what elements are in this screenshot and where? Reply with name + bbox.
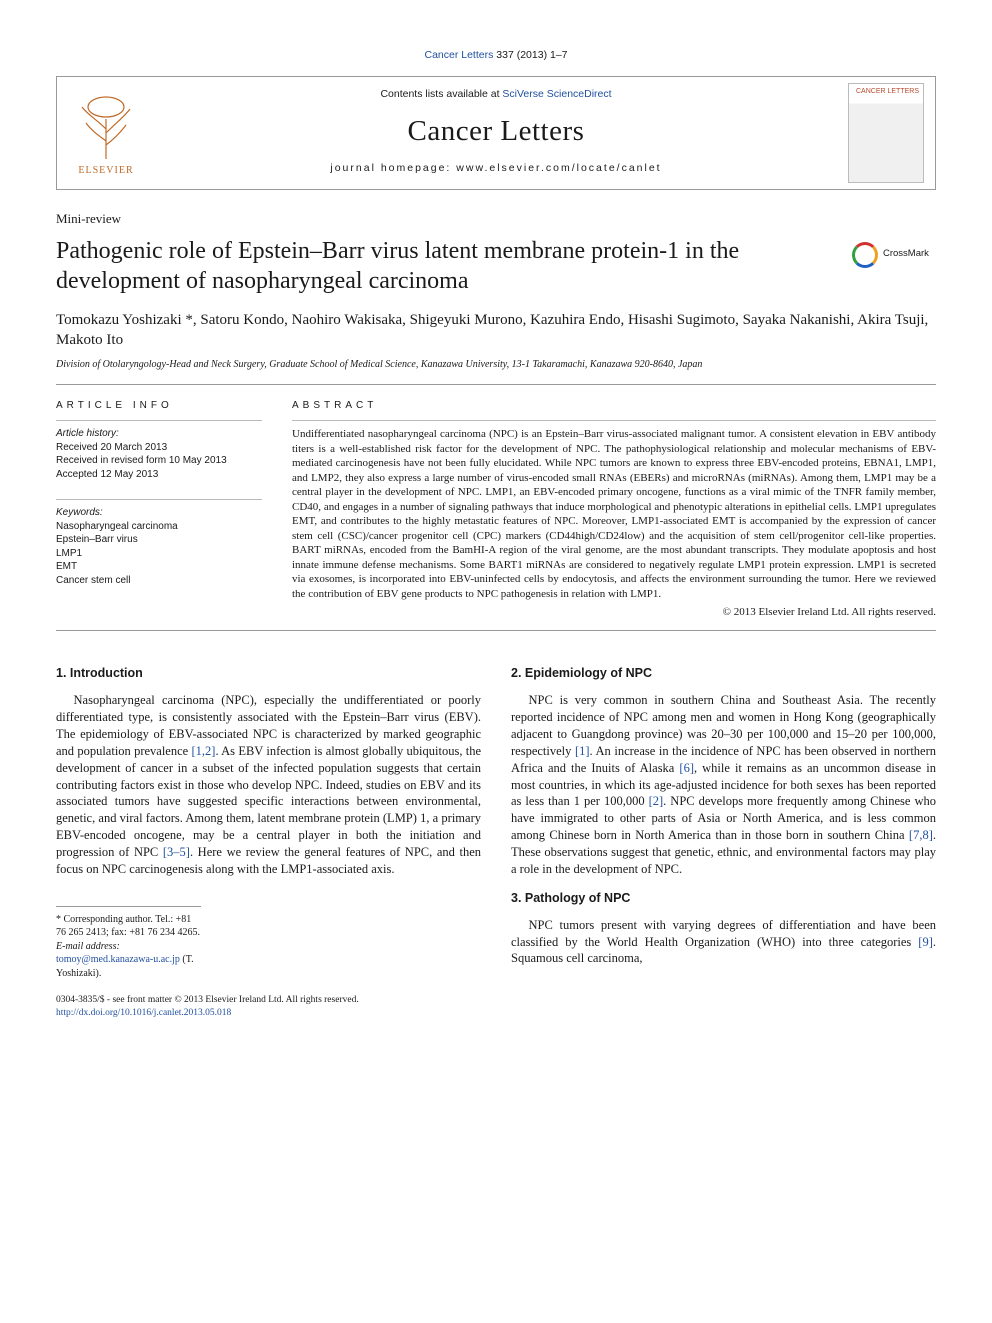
keyword: Nasopharyngeal carcinoma <box>56 520 262 534</box>
section-heading-path: 3. Pathology of NPC <box>511 890 936 907</box>
history-label: Article history: <box>56 427 262 441</box>
keyword: Cancer stem cell <box>56 574 262 588</box>
journal-cover-cell: CANCER LETTERS <box>837 77 935 189</box>
left-column: 1. Introduction Nasopharyngeal carcinoma… <box>56 665 481 1020</box>
crossmark-label: CrossMark <box>883 248 929 261</box>
epi-paragraph: NPC is very common in southern China and… <box>511 692 936 878</box>
affiliation: Division of Otolaryngology-Head and Neck… <box>56 358 936 372</box>
abstract-copyright: © 2013 Elsevier Ireland Ltd. All rights … <box>292 605 936 620</box>
journal-header-mid: Contents lists available at SciVerse Sci… <box>155 77 837 189</box>
keyword: Epstein–Barr virus <box>56 533 262 547</box>
corr-author-line: * Corresponding author. Tel.: +81 76 265… <box>56 913 201 940</box>
abstract-heading: ABSTRACT <box>292 399 936 413</box>
divider <box>56 499 262 500</box>
top-citation: Cancer Letters 337 (2013) 1–7 <box>56 48 936 62</box>
email-label: E-mail address: <box>56 941 120 952</box>
intro-paragraph: Nasopharyngeal carcinoma (NPC), especial… <box>56 692 481 878</box>
text: NPC tumors present with varying degrees … <box>511 918 936 949</box>
elsevier-tree-icon: ELSEVIER <box>66 89 146 177</box>
journal-name: Cancer Letters <box>163 112 829 151</box>
info-abstract-row: ARTICLE INFO Article history: Received 2… <box>56 399 936 621</box>
section-heading-intro: 1. Introduction <box>56 665 481 682</box>
divider <box>292 420 936 421</box>
publisher-logo-cell: ELSEVIER <box>57 77 155 189</box>
keywords-label: Keywords: <box>56 506 262 520</box>
abstract: ABSTRACT Undifferentiated nasopharyngeal… <box>292 399 936 621</box>
article-info: ARTICLE INFO Article history: Received 2… <box>56 399 262 621</box>
ref-link[interactable]: [2] <box>649 794 664 808</box>
text: . As EBV infection is almost globally ub… <box>56 744 481 859</box>
top-citation-issue: 337 (2013) 1–7 <box>496 49 567 61</box>
corresponding-footnote: * Corresponding author. Tel.: +81 76 265… <box>56 906 201 981</box>
abstract-text: Undifferentiated nasopharyngeal carcinom… <box>292 427 936 601</box>
ref-link[interactable]: [1,2] <box>191 744 215 758</box>
journal-homepage-line: journal homepage: www.elsevier.com/locat… <box>163 161 829 175</box>
ref-link[interactable]: [7,8] <box>909 828 933 842</box>
body-columns: 1. Introduction Nasopharyngeal carcinoma… <box>56 665 936 1020</box>
keyword: LMP1 <box>56 547 262 561</box>
homepage-prefix: journal homepage: <box>330 162 456 174</box>
sciencedirect-link[interactable]: SciVerse ScienceDirect <box>502 88 611 100</box>
cover-brand: CANCER LETTERS <box>856 88 919 95</box>
top-citation-link[interactable]: Cancer Letters <box>424 49 493 61</box>
divider <box>56 384 936 385</box>
history-item: Accepted 12 May 2013 <box>56 468 262 482</box>
publisher-name: ELSEVIER <box>78 165 133 176</box>
contents-line: Contents lists available at SciVerse Sci… <box>163 87 829 101</box>
article-history: Article history: Received 20 March 2013 … <box>56 427 262 481</box>
author-list: Tomokazu Yoshizaki *, Satoru Kondo, Naoh… <box>56 310 936 351</box>
legal-block: 0304-3835/$ - see front matter © 2013 El… <box>56 994 481 1020</box>
divider <box>56 630 936 631</box>
ref-link[interactable]: [1] <box>575 744 590 758</box>
ref-link[interactable]: [6] <box>679 761 694 775</box>
section-heading-epi: 2. Epidemiology of NPC <box>511 665 936 682</box>
divider <box>56 420 262 421</box>
history-item: Received in revised form 10 May 2013 <box>56 454 262 468</box>
right-column: 2. Epidemiology of NPC NPC is very commo… <box>511 665 936 1020</box>
corr-email-link[interactable]: tomoy@med.kanazawa-u.ac.jp <box>56 954 180 965</box>
path-paragraph: NPC tumors present with varying degrees … <box>511 917 936 968</box>
journal-header: ELSEVIER Contents lists available at Sci… <box>56 76 936 190</box>
article-info-heading: ARTICLE INFO <box>56 399 262 413</box>
front-matter-line: 0304-3835/$ - see front matter © 2013 El… <box>56 994 481 1007</box>
title-row: Pathogenic role of Epstein–Barr virus la… <box>56 236 936 296</box>
crossmark-badge[interactable]: CrossMark <box>852 242 936 268</box>
doi-link[interactable]: http://dx.doi.org/10.1016/j.canlet.2013.… <box>56 1008 231 1018</box>
journal-cover-thumb: CANCER LETTERS <box>848 83 924 183</box>
history-item: Received 20 March 2013 <box>56 441 262 455</box>
ref-link[interactable]: [3–5] <box>163 845 190 859</box>
keywords-block: Keywords: Nasopharyngeal carcinoma Epste… <box>56 506 262 587</box>
homepage-url[interactable]: www.elsevier.com/locate/canlet <box>456 162 661 174</box>
ref-link[interactable]: [9] <box>918 935 933 949</box>
crossmark-icon <box>852 242 878 268</box>
contents-prefix: Contents lists available at <box>380 88 502 100</box>
keyword: EMT <box>56 560 262 574</box>
article-type: Mini-review <box>56 210 936 228</box>
paper-title: Pathogenic role of Epstein–Barr virus la… <box>56 236 836 296</box>
